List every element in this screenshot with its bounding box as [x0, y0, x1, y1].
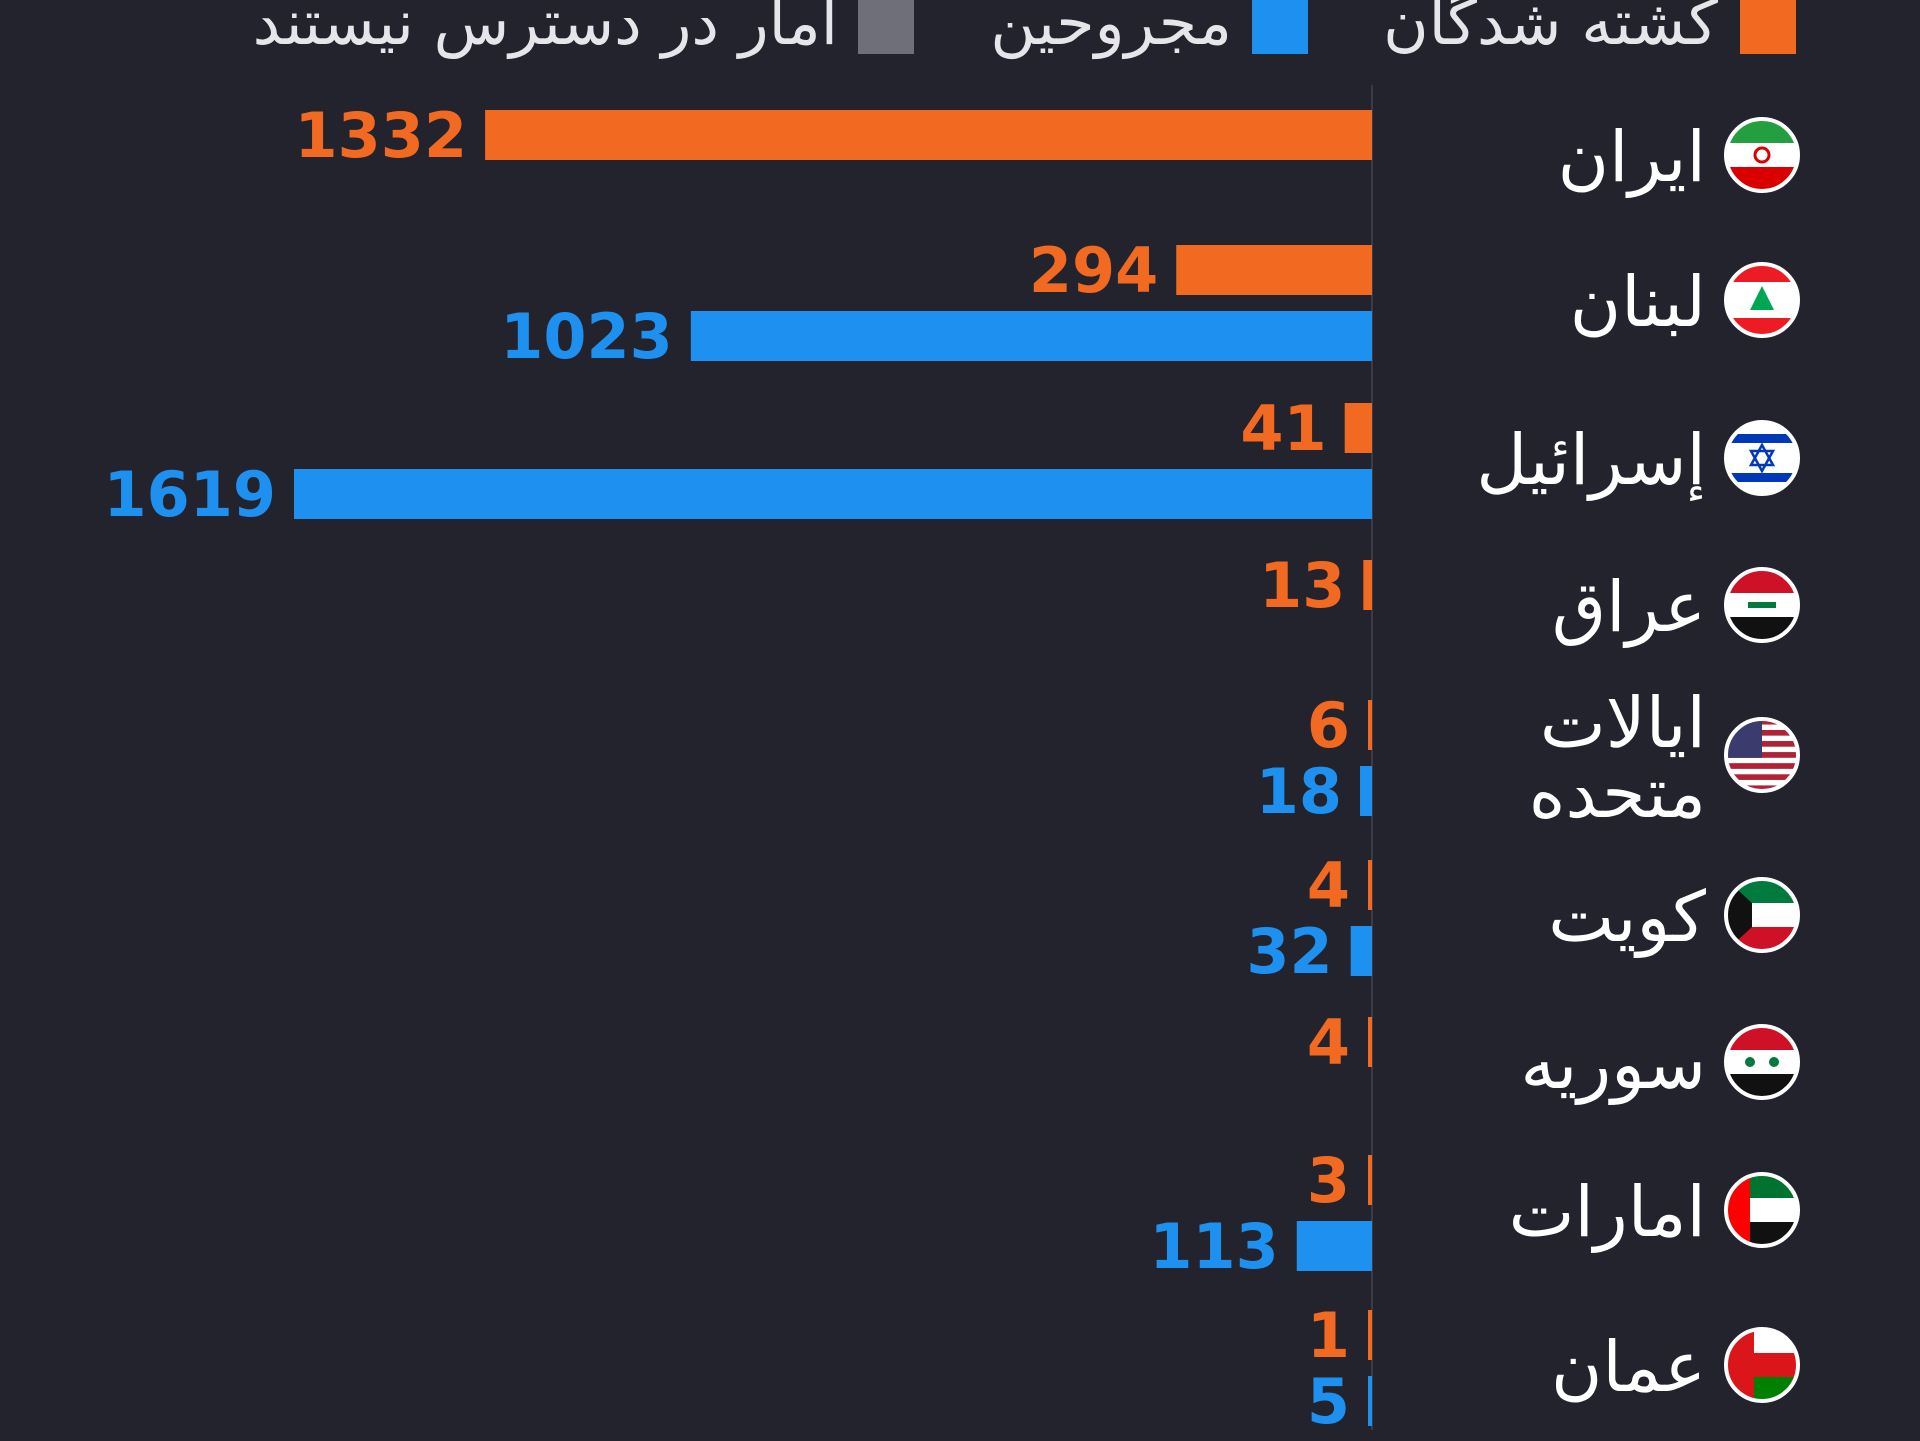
- killed-bar: [1368, 1310, 1372, 1360]
- injured-bar: [1368, 1376, 1372, 1426]
- oman-flag-icon: [1724, 1327, 1800, 1403]
- killed-value-label: 6: [1307, 689, 1350, 762]
- country-label: کویت: [1548, 876, 1706, 958]
- injured-value-label: 18: [1256, 755, 1342, 828]
- killed-bar: [485, 110, 1372, 160]
- lebanon-flag-icon: [1724, 262, 1800, 338]
- kuwait-flag-icon: [1724, 877, 1800, 953]
- chart-row: لبنان 294 1023: [500, 234, 1800, 373]
- iraq-flag-icon: [1724, 567, 1800, 643]
- chart-row: ایران 1332: [295, 99, 1800, 198]
- chart-row: عمان 15: [1307, 1299, 1800, 1438]
- country-label: سوریه: [1520, 1023, 1706, 1105]
- syria-flag-icon: [1724, 1024, 1800, 1100]
- injured-value-label: 32: [1246, 915, 1332, 988]
- chart-row: امارات 3 113: [1149, 1144, 1800, 1283]
- country-label: متحده: [1529, 752, 1706, 834]
- injured-value-label: 5: [1307, 1365, 1350, 1438]
- killed-value-label: 4: [1307, 1006, 1350, 1079]
- country-label: امارات: [1509, 1171, 1706, 1253]
- legend-swatch-injured: [1252, 0, 1308, 54]
- killed-value-label: 1332: [295, 99, 468, 172]
- chart-rows: ایران1332لبنان2941023إسرائیل411619عراق13…: [103, 99, 1800, 1438]
- country-label: ایالات: [1540, 682, 1706, 764]
- country-label: لبنان: [1570, 261, 1706, 343]
- killed-value-label: 13: [1259, 549, 1345, 622]
- country-label: ایران: [1558, 116, 1706, 198]
- usa-flag-icon: [1724, 717, 1800, 793]
- chart-legend: کشته شدگان مجروحین آمار در دسترس نیستند: [253, 0, 1796, 59]
- injured-value-label: 1023: [500, 300, 673, 373]
- killed-value-label: 294: [1029, 234, 1158, 307]
- killed-bar: [1344, 403, 1372, 453]
- uae-flag-icon: [1724, 1172, 1800, 1248]
- chart-row: سوریه 4: [1307, 1006, 1800, 1105]
- legend-swatch-unavailable: [858, 0, 914, 54]
- killed-value-label: 3: [1307, 1144, 1350, 1217]
- injured-bar: [690, 311, 1372, 361]
- killed-bar: [1368, 1155, 1372, 1205]
- killed-bar: [1368, 860, 1372, 910]
- legend-label-unavailable: آمار در دسترس نیستند: [253, 0, 841, 59]
- legend-label-injured: مجروحین: [990, 0, 1232, 59]
- chart-row: إسرائیل 41 1619: [103, 392, 1800, 531]
- legend-swatch-killed: [1740, 0, 1796, 54]
- killed-value-label: 4: [1307, 849, 1350, 922]
- chart-row: عراق 13: [1259, 549, 1800, 648]
- injured-bar: [294, 469, 1372, 519]
- killed-bar: [1368, 700, 1372, 750]
- legend-label-killed: کشته شدگان: [1383, 0, 1718, 59]
- injured-bar: [1350, 926, 1372, 976]
- killed-bar: [1176, 245, 1372, 295]
- country-label: عمان: [1551, 1326, 1706, 1408]
- injured-bar: [1360, 766, 1372, 816]
- injured-value-label: 1619: [103, 458, 276, 531]
- chart-row: کویت 432: [1246, 849, 1800, 988]
- injured-value-label: 113: [1149, 1210, 1278, 1283]
- israel-flag-icon: [1724, 420, 1800, 496]
- killed-value-label: 1: [1307, 1299, 1350, 1372]
- killed-bar: [1368, 1017, 1372, 1067]
- killed-value-label: 41: [1240, 392, 1326, 465]
- country-label: إسرائیل: [1476, 419, 1706, 502]
- country-label: عراق: [1552, 566, 1706, 648]
- injured-bar: [1296, 1221, 1372, 1271]
- killed-bar: [1363, 560, 1372, 610]
- iran-flag-icon: [1724, 117, 1800, 193]
